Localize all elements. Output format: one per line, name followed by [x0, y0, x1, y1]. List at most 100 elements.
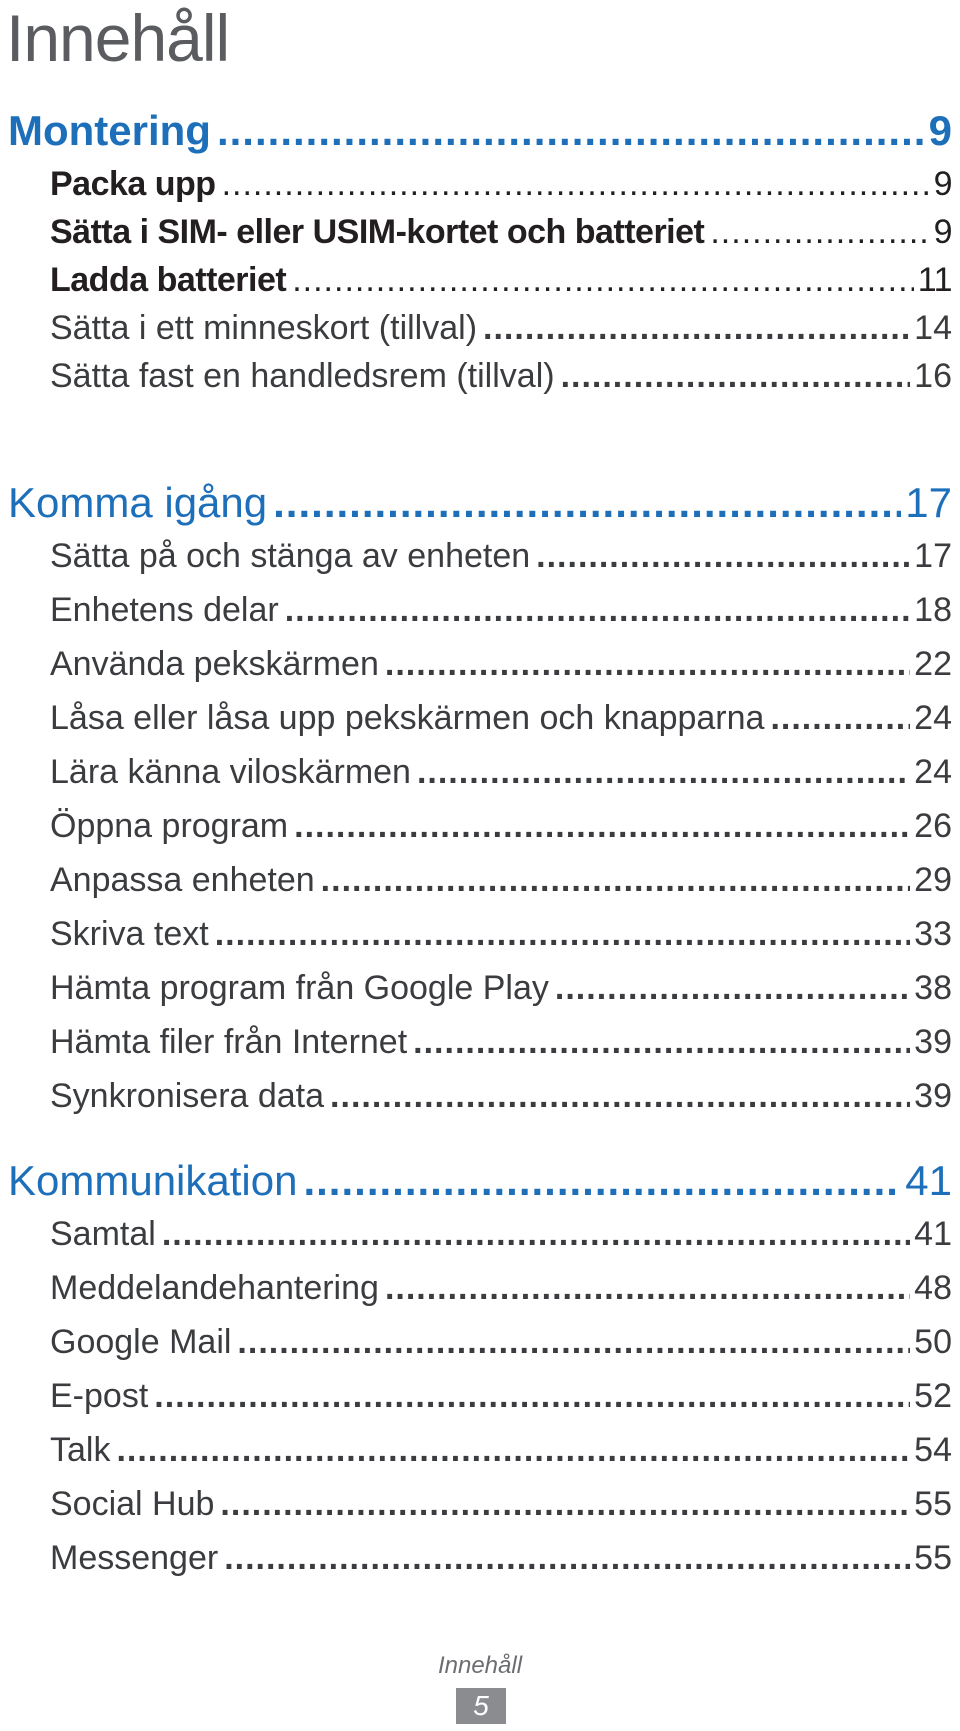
- dot-leader: [237, 1318, 910, 1366]
- toc-item[interactable]: Använda pekskärmen 22: [50, 640, 952, 688]
- toc-item[interactable]: Sätta i ett minneskort (tillval) 14: [50, 304, 952, 352]
- toc-page-number: 41: [914, 1215, 952, 1253]
- toc-page-number: 14: [914, 309, 952, 347]
- dot-leader: [385, 1264, 910, 1312]
- toc-section-label: Montering: [8, 107, 211, 154]
- toc-item-label: Använda pekskärmen: [50, 645, 379, 683]
- dot-leader: [220, 1480, 910, 1528]
- toc-item[interactable]: Anpassa enheten 29: [50, 856, 952, 904]
- dot-leader: [285, 586, 910, 634]
- dot-leader: [710, 208, 929, 256]
- toc-page-number: 9: [928, 107, 952, 154]
- toc-item[interactable]: Sätta fast en handledsrem (tillval) 16: [50, 352, 952, 400]
- toc-page-number: 39: [914, 1023, 952, 1061]
- dot-leader: [770, 694, 910, 742]
- toc-page-number: 55: [914, 1539, 952, 1577]
- toc-item-label: Skriva text: [50, 915, 209, 953]
- toc-item[interactable]: Hämta program från Google Play 38: [50, 964, 952, 1012]
- toc-section-label: Kommunikation: [8, 1157, 298, 1204]
- toc-section-label: Komma igång: [8, 479, 268, 526]
- page-title: Innehåll: [6, 1, 230, 75]
- toc-item-label: Social Hub: [50, 1485, 215, 1523]
- dot-leader: [154, 1372, 910, 1420]
- toc-item[interactable]: Synkronisera data 39: [50, 1072, 952, 1120]
- toc-page-number: 9: [933, 213, 953, 251]
- dot-leader: [116, 1426, 910, 1474]
- toc-item-label: Öppna program: [50, 807, 289, 845]
- toc-item-label: Hämta program från Google Play: [50, 969, 549, 1007]
- toc-item-label: Samtal: [50, 1215, 156, 1253]
- dot-leader: [417, 748, 910, 796]
- toc-item[interactable]: Packa upp 9: [50, 160, 953, 208]
- toc-page-number: 24: [914, 699, 952, 737]
- toc-item[interactable]: Sätta i SIM- eller USIM-kortet och batte…: [50, 208, 953, 256]
- dot-leader: [561, 352, 911, 400]
- dot-leader: [413, 1018, 910, 1066]
- dot-leader: [273, 476, 901, 530]
- dot-leader: [385, 640, 910, 688]
- toc-item[interactable]: Hämta filer från Internet 39: [50, 1018, 952, 1066]
- page-number-badge: 5: [456, 1688, 506, 1724]
- toc-page-number: 55: [914, 1485, 952, 1523]
- toc-page-number: 39: [914, 1077, 952, 1115]
- toc-item[interactable]: Lära känna viloskärmen 24: [50, 748, 952, 796]
- toc-item-label: Sätta fast en handledsrem (tillval): [50, 357, 555, 395]
- toc-page-number: 22: [914, 645, 952, 683]
- dot-leader: [217, 104, 925, 158]
- toc-page-number: 18: [914, 591, 952, 629]
- toc-item[interactable]: Låsa eller låsa upp pekskärmen och knapp…: [50, 694, 952, 742]
- toc-page-number: 17: [914, 537, 952, 575]
- toc-item[interactable]: Skriva text 33: [50, 910, 952, 958]
- toc-section-komma-igang[interactable]: Komma igång 17: [8, 476, 952, 530]
- toc-item-label: Messenger: [50, 1539, 219, 1577]
- toc-page-number: 16: [914, 357, 952, 395]
- toc-page-number: 33: [914, 915, 952, 953]
- toc-item[interactable]: E-post 52: [50, 1372, 952, 1420]
- toc-page-number: 29: [914, 861, 952, 899]
- toc-item-label: Sätta i ett minneskort (tillval): [50, 309, 478, 347]
- dot-leader: [536, 532, 910, 580]
- dot-leader: [303, 1154, 901, 1208]
- toc-item[interactable]: Öppna program 26: [50, 802, 952, 850]
- toc-item-label: Enhetens delar: [50, 591, 279, 629]
- dot-leader: [294, 802, 910, 850]
- dot-leader: [321, 856, 911, 904]
- toc-item-label: Meddelandehantering: [50, 1269, 379, 1307]
- toc-item[interactable]: Enhetens delar 18: [50, 586, 952, 634]
- toc-item[interactable]: Talk 54: [50, 1426, 952, 1474]
- dot-leader: [330, 1072, 910, 1120]
- toc-section-montering[interactable]: Montering 9: [8, 104, 952, 158]
- toc-page-number: 24: [914, 753, 952, 791]
- toc-item[interactable]: Sätta på och stänga av enheten 17: [50, 532, 952, 580]
- toc-page-number: 50: [914, 1323, 952, 1361]
- toc-page-number: 41: [905, 1157, 952, 1204]
- dot-leader: [222, 160, 930, 208]
- toc-item-label: Synkronisera data: [50, 1077, 325, 1115]
- toc-item-label: Packa upp: [50, 165, 216, 203]
- dot-leader: [483, 304, 910, 352]
- toc-item-label: Sätta på och stänga av enheten: [50, 537, 531, 575]
- dot-leader: [555, 964, 910, 1012]
- toc-item[interactable]: Google Mail 50: [50, 1318, 952, 1366]
- toc-item[interactable]: Samtal 41: [50, 1210, 952, 1258]
- toc-item-label: E-post: [50, 1377, 149, 1415]
- toc-item[interactable]: Ladda batteriet 11: [50, 256, 953, 304]
- dot-leader: [224, 1534, 910, 1582]
- toc-item[interactable]: Messenger 55: [50, 1534, 952, 1582]
- toc-page-number: 52: [914, 1377, 952, 1415]
- toc-page-number: 38: [914, 969, 952, 1007]
- dot-leader: [162, 1210, 910, 1258]
- toc-item-label: Ladda batteriet: [50, 261, 287, 299]
- toc-page-number: 9: [933, 165, 953, 203]
- toc-page-number: 17: [905, 479, 952, 526]
- footer-section-label: Innehåll: [437, 1652, 523, 1679]
- toc-item[interactable]: Social Hub 55: [50, 1480, 952, 1528]
- toc-item-label: Google Mail: [50, 1323, 232, 1361]
- toc-page-number: 26: [914, 807, 952, 845]
- toc-item-label: Låsa eller låsa upp pekskärmen och knapp…: [50, 699, 765, 737]
- toc-item-label: Sätta i SIM- eller USIM-kortet och batte…: [50, 213, 705, 251]
- toc-item-label: Hämta filer från Internet: [50, 1023, 408, 1061]
- toc-section-kommunikation[interactable]: Kommunikation 41: [8, 1154, 952, 1208]
- toc-item[interactable]: Meddelandehantering 48: [50, 1264, 952, 1312]
- dot-leader: [292, 256, 913, 304]
